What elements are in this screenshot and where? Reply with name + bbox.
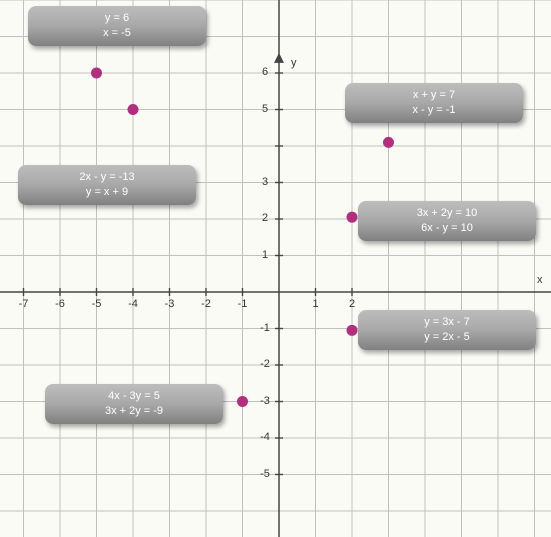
- equation-line-1: 4x - 3y = 5: [51, 389, 217, 404]
- axis-tick-label: -2: [196, 298, 216, 310]
- data-point: [383, 137, 394, 148]
- axis-tick-label: 5: [255, 103, 275, 115]
- data-point: [91, 68, 102, 79]
- equation-line-2: y = x + 9: [24, 185, 190, 200]
- axis-tick-label: 2: [255, 212, 275, 224]
- axis-tick-label: -4: [255, 431, 275, 443]
- y-axis-label: y: [291, 57, 297, 69]
- axis-tick-label: -1: [233, 298, 253, 310]
- data-point: [237, 396, 248, 407]
- axis-tick-label: -6: [50, 298, 70, 310]
- x-axis-label: x: [537, 274, 543, 286]
- data-point: [347, 325, 358, 336]
- axis-tick-label: 1: [306, 298, 326, 310]
- equation-card[interactable]: 2x - y = -13y = x + 9: [18, 165, 196, 205]
- axis-tick-label: -4: [123, 298, 143, 310]
- axis-tick-label: 1: [255, 249, 275, 261]
- equation-line-2: y = 2x - 5: [364, 330, 530, 345]
- equation-line-2: x = -5: [34, 26, 200, 41]
- equation-line-2: 3x + 2y = -9: [51, 404, 217, 419]
- axis-tick-label: 6: [255, 66, 275, 78]
- equation-line-1: x + y = 7: [351, 88, 517, 103]
- axis-tick-label: -7: [14, 298, 34, 310]
- axis-tick-label: 3: [255, 176, 275, 188]
- axis-tick-label: -1: [255, 322, 275, 334]
- equation-line-2: 6x - y = 10: [364, 221, 530, 236]
- equation-line-2: x - y = -1: [351, 103, 517, 118]
- axis-tick-label: -3: [255, 395, 275, 407]
- equation-line-1: y = 3x - 7: [364, 315, 530, 330]
- axis-tick-label: -2: [255, 358, 275, 370]
- equation-line-1: 3x + 2y = 10: [364, 206, 530, 221]
- data-point: [128, 104, 139, 115]
- equation-card[interactable]: 4x - 3y = 53x + 2y = -9: [45, 384, 223, 424]
- data-point: [347, 212, 358, 223]
- equation-card[interactable]: 3x + 2y = 106x - y = 10: [358, 201, 536, 241]
- equation-card[interactable]: y = 6x = -5: [28, 6, 206, 46]
- axis-tick-label: -5: [87, 298, 107, 310]
- equation-line-1: 2x - y = -13: [24, 170, 190, 185]
- equation-card[interactable]: x + y = 7x - y = -1: [345, 83, 523, 123]
- axis-tick-label: 2: [342, 298, 362, 310]
- equation-card[interactable]: y = 3x - 7y = 2x - 5: [358, 310, 536, 350]
- coordinate-plane: [0, 0, 551, 537]
- axis-tick-label: -5: [255, 468, 275, 480]
- equation-line-1: y = 6: [34, 11, 200, 26]
- axis-tick-label: -3: [160, 298, 180, 310]
